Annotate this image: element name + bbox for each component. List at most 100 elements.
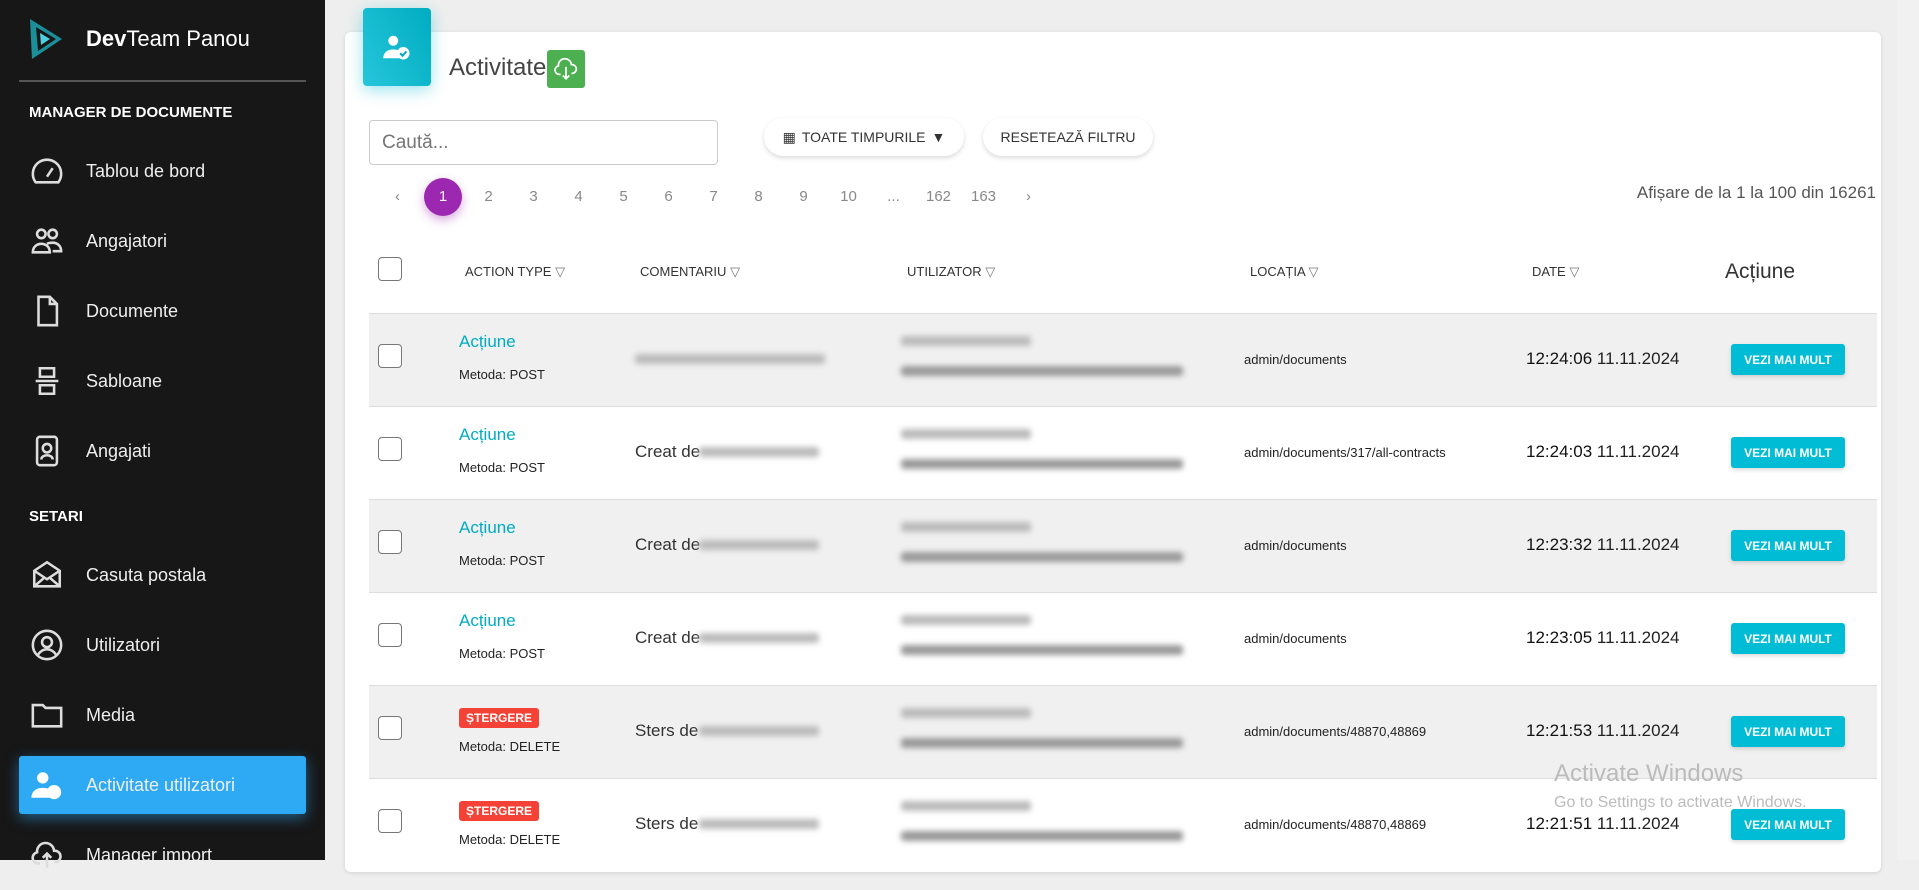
delete-badge: ȘTERGERE [459,801,540,821]
column-header[interactable]: LOCAȚIA ▽ [1250,264,1319,279]
sidebar-item-angajati[interactable]: Angajati [0,416,306,486]
reset-filter-button[interactable]: RESETEAZĂ FILTRU [983,118,1153,156]
column-header[interactable]: UTILIZATOR ▽ [907,264,996,279]
watermark-title: Activate Windows [1554,760,1744,787]
sort-icon: ▽ [1308,264,1319,279]
action-type-link[interactable]: Acțiune [459,332,516,351]
method-label: Metoda: POST [459,367,545,382]
sort-icon: ▽ [730,264,741,279]
view-more-button[interactable]: VEZI MAI MULT [1731,437,1845,468]
page-button[interactable]: 5 [619,188,628,205]
redacted-user-id [901,645,1183,655]
row-checkbox[interactable] [378,344,402,368]
view-more-button[interactable]: VEZI MAI MULT [1731,809,1845,840]
row-checkbox[interactable] [378,437,402,461]
view-more-button[interactable]: VEZI MAI MULT [1731,344,1845,375]
select-all-checkbox[interactable] [378,257,402,281]
user-check-icon [31,772,62,800]
table-row: Acțiune Metoda: POST Creat de admin/docu… [369,499,1877,592]
action-type-link[interactable]: Acțiune [459,611,516,630]
next-page-button[interactable]: › [1026,188,1031,205]
sidebar-item-angajatori[interactable]: Angajatori [0,206,306,276]
sidebar-item-utilizatori[interactable]: Utilizatori [0,610,306,680]
redacted-user-id [901,552,1183,562]
sidebar-item-label: Casuta postala [86,564,207,585]
page-button[interactable]: ... [887,188,900,205]
row-checkbox[interactable] [378,623,402,647]
sidebar-item-label: Tablou de bord [86,160,206,181]
comment-text: Creat de [635,628,701,647]
method-label: Metoda: POST [459,646,545,661]
page-button[interactable]: 9 [799,188,808,205]
logo-icon [30,19,62,59]
comment-text: Creat de [635,442,701,461]
comment-text: Sters de [635,814,699,833]
page-button[interactable]: 2 [484,188,493,205]
sort-icon: ▽ [1569,264,1580,279]
page-button[interactable]: 162 [925,188,952,205]
redacted-user-id [901,831,1183,841]
column-header[interactable]: COMENTARIU ▽ [640,264,741,279]
redacted-user-name [901,801,1031,811]
page-button[interactable]: 1 [424,178,462,216]
sidebar-item-activitate-utilizatori[interactable]: Activitate utilizatori [19,756,306,814]
column-header[interactable]: ACTION TYPE ▽ [465,264,566,279]
view-more-button[interactable]: VEZI MAI MULT [1731,623,1845,654]
sidebar-item-tablou-de-bord[interactable]: Tablou de bord [0,136,306,206]
prev-page-button[interactable]: ‹ [395,188,400,205]
page-button[interactable]: 10 [840,188,857,205]
page-button[interactable]: 163 [970,188,997,205]
redacted-user-name [901,615,1031,625]
location-text: admin/documents [1244,631,1347,646]
date-text: 12:21:53 11.11.2024 [1526,721,1680,740]
sidebar-item-media[interactable]: Media [0,680,306,750]
user-check-icon [363,8,431,86]
action-type-link[interactable]: Acțiune [459,425,516,444]
download-button[interactable] [547,50,585,88]
location-text: admin/documents/48870,48869 [1244,724,1427,739]
section-title: MANAGER DE DOCUMENTE [29,104,233,121]
sidebar-item-label: Documente [86,300,179,321]
column-header: Acțiune [1725,260,1796,283]
view-more-button[interactable]: VEZI MAI MULT [1731,530,1845,561]
users-icon [31,228,63,254]
scrollbar[interactable] [1897,0,1919,860]
pagination-info: Afișare de la 1 la 100 din 16261 [1636,183,1876,202]
view-more-button[interactable]: VEZI MAI MULT [1731,716,1845,747]
row-checkbox[interactable] [378,809,402,833]
row-checkbox[interactable] [378,530,402,554]
delete-badge: ȘTERGERE [459,708,540,728]
sidebar-item-casuta-postala[interactable]: Casuta postala [0,540,306,610]
date-text: 12:24:03 11.11.2024 [1526,442,1680,461]
method-label: Metoda: POST [459,460,545,475]
location-text: admin/documents [1244,538,1347,553]
mail-icon [32,560,62,588]
page-button[interactable]: 4 [574,188,583,205]
search-input[interactable] [369,120,718,165]
page-button[interactable]: 6 [664,188,673,205]
sidebar-item-manager-import[interactable]: Manager import [0,820,306,890]
page-button[interactable]: 7 [709,188,718,205]
sort-icon: ▽ [555,264,566,279]
divider [19,80,306,82]
time-filter-dropdown[interactable]: ▦ TOATE TIMPURILE ▼ [764,118,964,156]
location-text: admin/documents/317/all-contracts [1244,445,1446,460]
action-type-link[interactable]: Acțiune [459,518,516,537]
column-header[interactable]: DATE ▽ [1532,264,1580,279]
page-button[interactable]: 8 [754,188,763,205]
sidebar-item-label: Angajatori [86,230,168,251]
brand-name: DevTeam Panou [86,26,250,51]
brand[interactable]: DevTeam Panou [0,0,325,78]
template-icon [35,366,59,396]
page-button[interactable]: 3 [529,188,538,205]
folder-icon [31,703,63,728]
sidebar-item-label: Activitate utilizatori [86,774,236,795]
id-badge-icon [35,435,59,467]
redacted-comment [699,726,819,736]
user-circle-icon [31,629,63,661]
row-checkbox[interactable] [378,716,402,740]
sidebar-item-sabloane[interactable]: Sabloane [0,346,306,416]
table-row: Acțiune Metoda: POST admin/documents 12:… [369,313,1877,406]
redacted-user-name [901,429,1031,439]
sidebar-item-documente[interactable]: Documente [0,276,306,346]
